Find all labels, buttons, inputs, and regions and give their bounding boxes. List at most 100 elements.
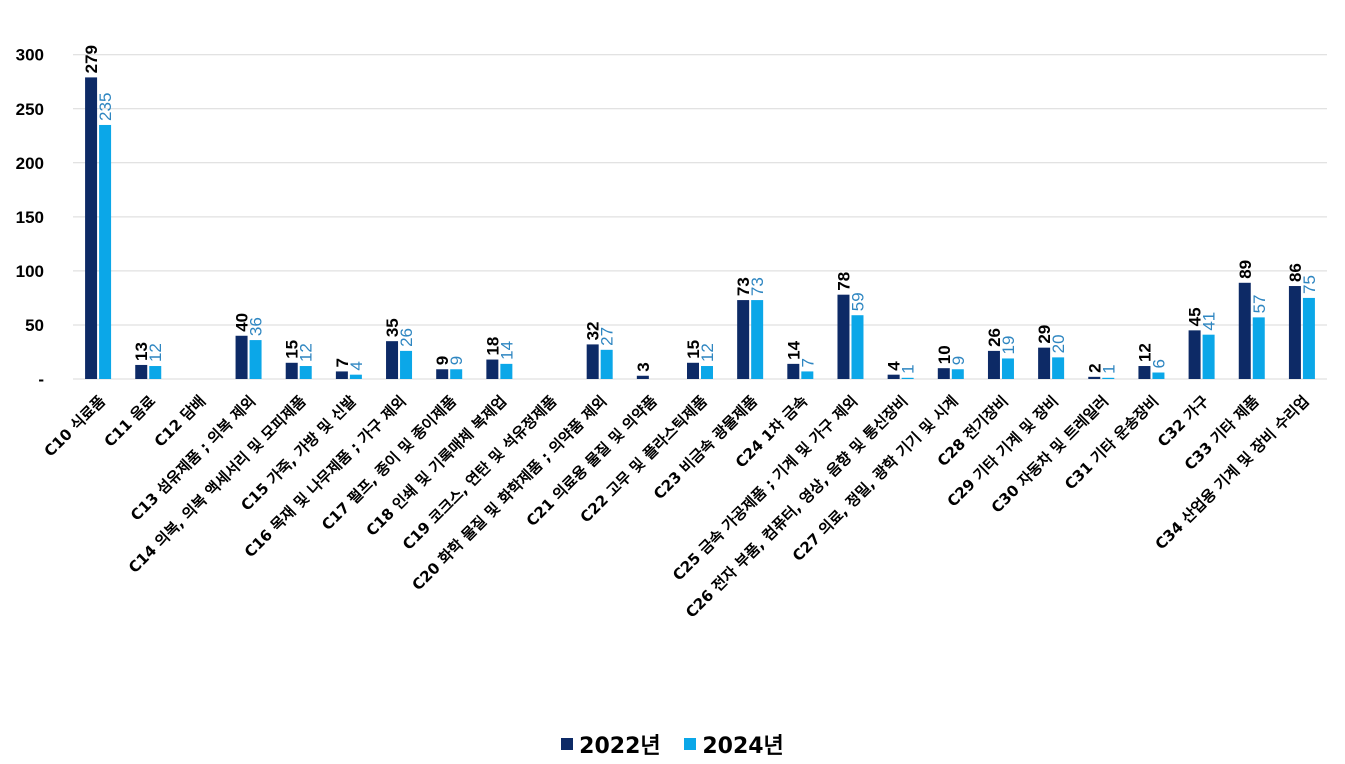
- bar-2022년-22: [1138, 366, 1151, 379]
- data-label-2024년-22: 6: [1149, 359, 1168, 368]
- data-label-2024년-6: 4: [347, 361, 366, 370]
- bar-2024년-6: [349, 374, 362, 379]
- bar-2024년-11: [600, 349, 613, 379]
- data-labels: 2792351312403615127435269918143227315127…: [82, 45, 1319, 374]
- data-label-2022년-11: 32: [584, 321, 603, 340]
- y-axis: - 50 100 150 200 250 300: [16, 46, 44, 389]
- data-label-2022년-5: 15: [283, 340, 302, 359]
- data-label-2022년-23: 45: [1186, 307, 1205, 326]
- data-label-2024년-7: 26: [397, 328, 416, 347]
- data-label-2022년-20: 29: [1035, 325, 1054, 344]
- data-label-2024년-20: 20: [1049, 334, 1068, 353]
- x-tick-label: C25 금속 가공제품 ; 기계 및 가구 제외: [669, 392, 861, 584]
- legend-label-2022: 2022년: [579, 734, 661, 759]
- data-label-2022년-1: 279: [82, 45, 101, 73]
- data-label-2022년-14: 73: [734, 277, 753, 296]
- bar-2022년-7: [386, 341, 399, 379]
- data-label-2024년-8: 9: [447, 356, 466, 365]
- bar-2022년-19: [987, 350, 1000, 379]
- y-tick-label: 100: [16, 262, 44, 281]
- data-label-2024년-1: 235: [96, 93, 115, 121]
- bar-2024년-9: [500, 363, 513, 379]
- bar-2024년-7: [400, 350, 413, 379]
- data-label-2024년-13: 12: [698, 343, 717, 362]
- x-tick-label: C11 음료: [101, 392, 160, 451]
- data-label-2022년-13: 15: [684, 340, 703, 359]
- data-label-2022년-6: 7: [333, 358, 352, 367]
- legend: 2022년 2024년: [0, 728, 1345, 760]
- bar-2024년-23: [1202, 334, 1215, 379]
- bar-2022년-5: [285, 362, 298, 379]
- data-label-2022년-8: 9: [433, 356, 452, 365]
- data-label-2024년-9: 14: [497, 341, 516, 360]
- bar-2024년-1: [99, 124, 112, 379]
- data-label-2022년-24: 89: [1236, 260, 1255, 279]
- bar-2022년-25: [1288, 286, 1301, 379]
- bar-2022년-6: [335, 371, 348, 379]
- legend-label-2024: 2024년: [702, 734, 784, 759]
- data-label-2024년-11: 27: [598, 327, 617, 346]
- data-label-2024년-5: 12: [297, 343, 316, 362]
- bar-2024년-24: [1252, 317, 1265, 379]
- data-label-2022년-17: 4: [885, 361, 904, 371]
- data-label-2022년-25: 86: [1286, 263, 1305, 282]
- legend-item-2024: 2024년: [684, 728, 784, 760]
- bar-2024년-13: [701, 366, 713, 379]
- y-tick-label: 250: [16, 100, 44, 119]
- data-label-2022년-22: 12: [1135, 343, 1154, 362]
- y-tick-label: -: [38, 370, 44, 389]
- bar-2022년-16: [837, 294, 850, 379]
- bar-2024년-5: [299, 366, 312, 379]
- data-label-2024년-25: 75: [1300, 275, 1319, 294]
- bar-2024년-4: [249, 340, 262, 379]
- bar-2024년-25: [1302, 297, 1315, 379]
- bar-2022년-18: [937, 368, 950, 379]
- data-label-2024년-4: 36: [247, 317, 266, 336]
- data-label-2022년-18: 10: [935, 345, 954, 364]
- bar-2024년-2: [149, 366, 162, 379]
- bar-2022년-20: [1038, 347, 1051, 379]
- data-label-2022년-16: 78: [834, 272, 853, 291]
- data-label-2024년-24: 57: [1250, 294, 1269, 313]
- data-label-2024년-16: 59: [848, 292, 867, 311]
- legend-item-2022: 2022년: [561, 728, 661, 760]
- data-label-2022년-2: 13: [132, 342, 151, 361]
- bar-2022년-1: [85, 77, 98, 379]
- data-label-2024년-18: 9: [949, 356, 968, 365]
- bar-2024년-22: [1152, 372, 1165, 379]
- bar-2022년-8: [436, 369, 449, 379]
- bar-2022년-14: [737, 300, 750, 379]
- data-label-2024년-19: 19: [999, 336, 1018, 355]
- bar-2022년-4: [235, 335, 248, 379]
- bar-2022년-2: [135, 364, 148, 379]
- data-label-2024년-17: 1: [899, 364, 918, 373]
- bar-2024년-21: [1102, 377, 1115, 379]
- bar-2024년-17: [901, 377, 914, 379]
- legend-swatch-2022: [561, 738, 574, 750]
- data-label-2022년-9: 18: [483, 337, 502, 356]
- y-tick-label: 200: [16, 154, 44, 173]
- bar-2022년-11: [586, 344, 599, 379]
- data-label-2024년-23: 41: [1200, 312, 1219, 331]
- gridlines: [73, 54, 1327, 380]
- bar-2022년-24: [1238, 282, 1251, 379]
- bars: [85, 77, 1315, 379]
- y-tick-label: 150: [16, 208, 44, 227]
- data-label-2024년-14: 73: [748, 277, 767, 296]
- data-label-2022년-19: 26: [985, 328, 1004, 347]
- bar-2024년-18: [951, 369, 964, 379]
- data-label-2022년-15: 14: [784, 340, 803, 359]
- legend-swatch-2024: [684, 738, 697, 750]
- data-label-2022년-21: 2: [1085, 363, 1104, 372]
- bar-2022년-13: [687, 362, 699, 379]
- bar-2022년-21: [1088, 376, 1101, 379]
- bar-2024년-15: [801, 371, 814, 379]
- bar-2024년-8: [450, 369, 463, 379]
- y-tick-label: 300: [16, 46, 44, 65]
- bar-2024년-19: [1001, 358, 1014, 379]
- data-label-2022년-12: 3: [634, 362, 653, 371]
- x-tick-label: C31 기타 운송장비: [1061, 392, 1162, 493]
- bar-2024년-14: [751, 300, 764, 379]
